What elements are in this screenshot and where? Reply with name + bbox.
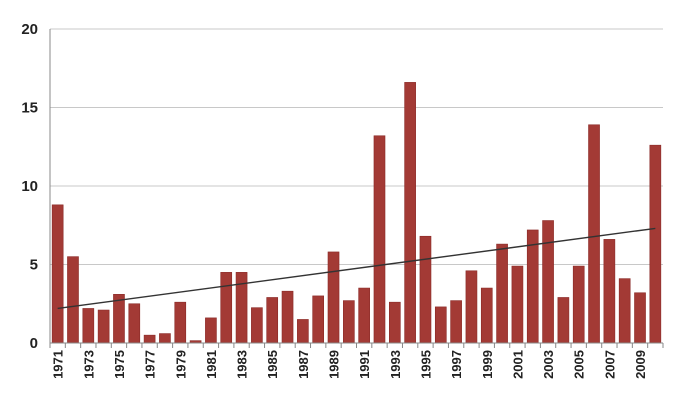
x-tick-label: 2005 — [572, 350, 587, 379]
bar-1976 — [128, 303, 141, 344]
trend-line — [57, 227, 656, 310]
x-tick-label: 1995 — [418, 350, 433, 379]
bar-2005 — [572, 265, 585, 344]
bar-1971 — [51, 204, 64, 344]
bar-1994 — [404, 82, 416, 344]
x-tick-label: 1979 — [173, 350, 188, 379]
bar-1990 — [343, 300, 355, 344]
bar-2009 — [634, 292, 646, 344]
trend-line-group — [57, 227, 656, 310]
bar-1978 — [159, 333, 171, 344]
bar-1995 — [419, 235, 432, 344]
y-tick-labels: 0 5 10 15 20 — [21, 21, 38, 352]
bar-1988 — [312, 295, 325, 344]
bar-1999 — [480, 287, 493, 344]
bar-1984 — [251, 307, 263, 344]
bar-2001 — [511, 265, 524, 344]
x-tick-label: 1987 — [296, 350, 311, 379]
y-tick-label: 15 — [21, 100, 38, 117]
bar-2007 — [603, 239, 616, 344]
x-tick-label: 1993 — [388, 350, 403, 379]
bar-1997 — [450, 300, 462, 344]
x-tick-label: 1973 — [81, 350, 96, 379]
bar-1986 — [281, 290, 294, 344]
bars — [51, 82, 662, 344]
x-tick-label: 1971 — [51, 350, 66, 379]
bar-1977 — [143, 334, 156, 344]
x-tick-label: 1991 — [357, 350, 372, 379]
bar-1993 — [388, 301, 401, 344]
bar-2010 — [649, 144, 662, 344]
bar-2000 — [496, 243, 508, 344]
axes — [49, 29, 664, 348]
bar-2006 — [588, 124, 600, 344]
x-tick-label: 1997 — [449, 350, 464, 379]
bar-1989 — [327, 251, 340, 344]
bar-2004 — [557, 297, 570, 344]
bar-2002 — [526, 229, 539, 344]
bar-1996 — [434, 306, 447, 344]
x-tick-labels: 1971 1973 1975 1977 1979 1981 1983 1985 1987 1989… — [51, 350, 648, 379]
y-tick-label: 0 — [30, 335, 38, 352]
x-tick-label: 2009 — [633, 350, 648, 379]
bar-1987 — [297, 319, 309, 344]
bar-1975 — [113, 294, 125, 344]
bar-1981 — [205, 317, 217, 344]
y-tick-label: 5 — [30, 257, 38, 274]
x-tick-label: 1989 — [327, 350, 342, 379]
bar-1973 — [82, 308, 95, 344]
y-tick-label: 20 — [21, 21, 38, 38]
y-tick-label: 10 — [21, 178, 38, 195]
bar-1991 — [358, 287, 370, 344]
bar-2003 — [542, 220, 554, 344]
bar-1982 — [220, 272, 233, 344]
x-tick-label: 2003 — [541, 350, 556, 379]
x-tick-label: 1999 — [480, 350, 495, 379]
x-tick-label: 1985 — [265, 350, 280, 379]
x-tick-label: 1975 — [112, 350, 127, 379]
bar-1972 — [67, 256, 79, 344]
x-tick-label: 1983 — [235, 350, 250, 379]
bar-1998 — [465, 270, 478, 344]
bar-1992 — [373, 135, 386, 344]
x-tick-label: 1981 — [204, 350, 219, 379]
x-tick-label: 1977 — [143, 350, 158, 379]
x-tick-label: 2007 — [602, 350, 617, 379]
bar-1974 — [97, 309, 110, 344]
grid-lines — [50, 28, 663, 265]
bar-1985 — [266, 297, 279, 344]
bar-2008 — [618, 278, 631, 344]
bar-1979 — [174, 301, 187, 344]
x-tick-label: 2001 — [510, 350, 525, 379]
